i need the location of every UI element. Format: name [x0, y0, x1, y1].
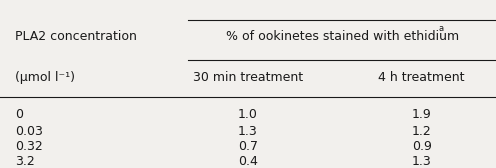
Text: % of ookinetes stained with ethidium: % of ookinetes stained with ethidium [226, 30, 459, 44]
Text: PLA2 concentration: PLA2 concentration [15, 30, 137, 44]
Text: 1.3: 1.3 [238, 124, 258, 138]
Text: (μmol l⁻¹): (μmol l⁻¹) [15, 71, 75, 84]
Text: 1.3: 1.3 [412, 155, 432, 168]
Text: 0: 0 [15, 108, 23, 121]
Text: 30 min treatment: 30 min treatment [193, 71, 303, 84]
Text: 1.9: 1.9 [412, 108, 432, 121]
Text: 0.4: 0.4 [238, 155, 258, 168]
Text: 0.32: 0.32 [15, 140, 43, 153]
Text: 0.9: 0.9 [412, 140, 432, 153]
Text: 0.7: 0.7 [238, 140, 258, 153]
Text: 1.2: 1.2 [412, 124, 432, 138]
Text: 1.0: 1.0 [238, 108, 258, 121]
Text: 0.03: 0.03 [15, 124, 43, 138]
Text: 3.2: 3.2 [15, 155, 35, 168]
Text: a: a [439, 24, 444, 33]
Text: 4 h treatment: 4 h treatment [378, 71, 465, 84]
